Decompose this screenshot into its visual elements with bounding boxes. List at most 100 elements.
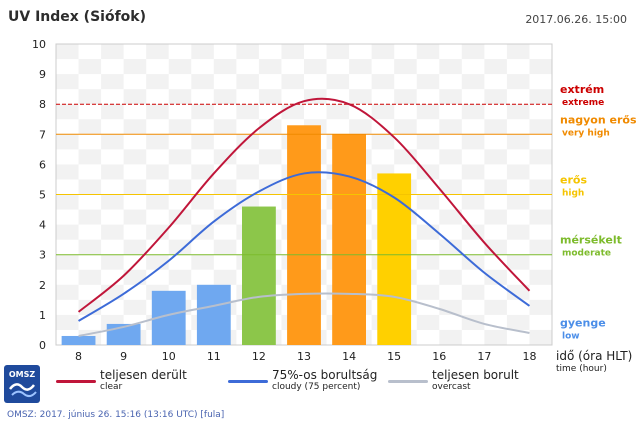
grid-cell xyxy=(146,59,170,75)
grid-cell xyxy=(236,194,260,211)
x-tick-label: 17 xyxy=(477,350,491,363)
grid-cell xyxy=(168,254,192,271)
x-tick-label: 9 xyxy=(120,350,127,363)
grid-cell xyxy=(78,89,102,105)
grid-cell xyxy=(461,179,485,195)
grid-cell xyxy=(394,59,418,75)
grid-cell xyxy=(213,269,237,286)
grid-cell xyxy=(56,104,80,120)
grid-cell xyxy=(78,209,102,226)
grid-cell xyxy=(146,44,170,60)
grid-cell xyxy=(168,104,192,120)
grid-cell xyxy=(236,44,260,60)
grid-cell xyxy=(506,209,530,226)
grid-cell xyxy=(258,104,282,120)
grid-cell xyxy=(439,254,463,271)
grid-cell xyxy=(236,89,260,105)
legend-sublabel: cloudy (75 percent) xyxy=(272,382,361,392)
grid-cell xyxy=(191,149,215,165)
grid-cell xyxy=(416,314,440,331)
series-line-cloudy xyxy=(78,171,531,322)
grid-cell xyxy=(213,224,237,241)
grid-cell xyxy=(258,44,282,60)
grid-cell xyxy=(484,224,508,241)
grid-cell xyxy=(56,314,80,331)
grid-cell xyxy=(123,149,147,165)
grid-cell xyxy=(304,89,328,105)
y-tick-label: 0 xyxy=(39,339,46,352)
grid-cell xyxy=(484,194,508,211)
grid-cell xyxy=(123,224,147,241)
grid-cell xyxy=(168,134,192,150)
grid-cell xyxy=(371,74,395,90)
footer-text: OMSZ: 2017. június 26. 15:16 (13:16 UTC)… xyxy=(7,410,225,420)
grid-cell xyxy=(168,44,192,60)
omsz-logo: OMSZ xyxy=(4,365,40,403)
uv-bar xyxy=(61,335,96,345)
grid-cell xyxy=(168,239,192,256)
grid-cell xyxy=(213,254,237,271)
grid-cell xyxy=(191,134,215,150)
level-sublabel: extreme xyxy=(562,98,604,108)
grid-cell xyxy=(484,329,508,346)
grid-cell xyxy=(258,74,282,90)
grid-cell xyxy=(439,239,463,256)
series-line-clear xyxy=(77,97,531,313)
level-label: nagyon erős xyxy=(560,113,637,126)
grid-cell xyxy=(394,149,418,165)
grid-cell xyxy=(349,119,373,135)
grid-cell xyxy=(146,74,170,90)
grid-cell xyxy=(439,179,463,195)
grid-cell xyxy=(213,119,237,135)
grid-cell xyxy=(78,134,102,150)
grid-cell xyxy=(506,104,530,120)
series-line-overcast xyxy=(78,292,530,337)
uv-bar xyxy=(377,173,412,345)
grid-cell xyxy=(78,59,102,75)
grid-cell xyxy=(236,74,260,90)
grid-cell xyxy=(484,314,508,331)
grid-cell xyxy=(529,314,553,331)
y-tick-label: 6 xyxy=(39,158,46,171)
timestamp: 2017.06.26. 15:00 xyxy=(525,13,627,26)
grid-cell xyxy=(461,269,485,286)
grid-cell xyxy=(123,179,147,195)
legend-swatch-overcast xyxy=(388,380,428,383)
grid-cell xyxy=(123,104,147,120)
grid-cell xyxy=(506,149,530,165)
grid-cell xyxy=(461,119,485,135)
level-sublabel: low xyxy=(562,331,580,341)
grid-cell xyxy=(416,284,440,301)
grid-cell xyxy=(168,164,192,180)
x-tick-label: 11 xyxy=(207,350,221,363)
level-label: extrém xyxy=(560,83,604,96)
grid-cell xyxy=(506,254,530,271)
y-tick-label: 7 xyxy=(39,128,46,141)
grid-cell xyxy=(101,74,125,90)
grid-cell xyxy=(529,254,553,271)
grid-cell xyxy=(304,59,328,75)
grid-cell xyxy=(506,284,530,301)
grid-cell xyxy=(123,89,147,105)
grid-cell xyxy=(506,239,530,256)
grid-cell xyxy=(371,89,395,105)
uv-bar xyxy=(332,134,366,345)
grid-cell xyxy=(349,59,373,75)
grid-cell xyxy=(56,269,80,286)
grid-cell xyxy=(461,104,485,120)
legend-swatch-clear xyxy=(56,380,96,383)
grid-cell xyxy=(258,134,282,150)
grid-cell xyxy=(416,149,440,165)
grid-cell xyxy=(484,254,508,271)
grid-cell xyxy=(56,299,80,316)
grid-cell xyxy=(56,239,80,256)
grid-cell xyxy=(101,149,125,165)
grid-cell xyxy=(461,299,485,316)
grid-cell xyxy=(146,209,170,226)
grid-cell xyxy=(191,239,215,256)
grid-cell xyxy=(191,74,215,90)
grid-cell xyxy=(56,254,80,271)
grid-cell xyxy=(236,134,260,150)
grid-cell xyxy=(506,194,530,211)
grid-cell xyxy=(326,104,350,120)
